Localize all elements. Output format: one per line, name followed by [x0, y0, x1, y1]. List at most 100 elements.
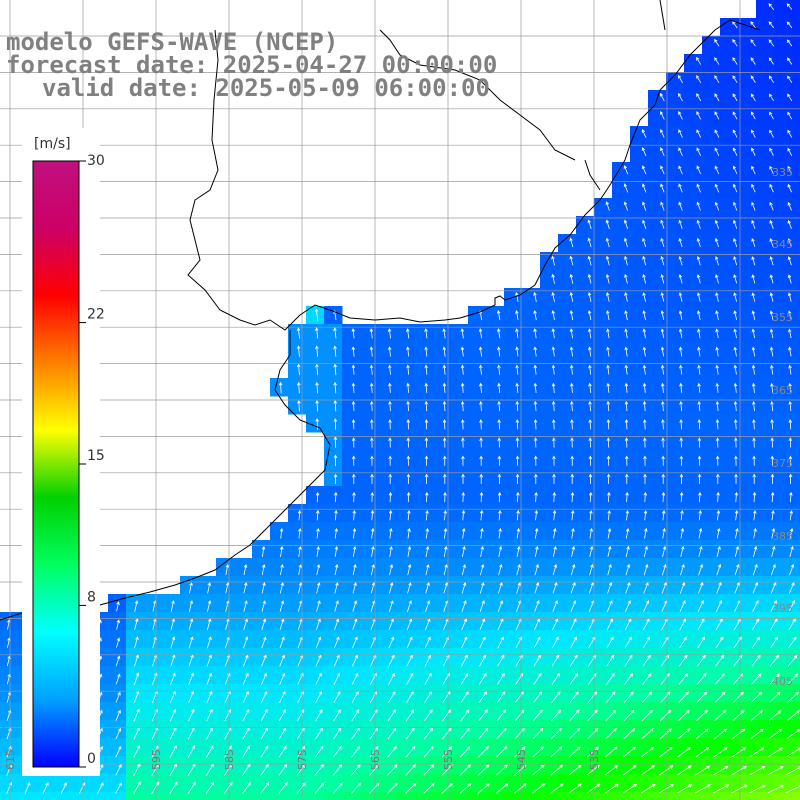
- field-cell: [666, 396, 685, 415]
- wind-arrow: [462, 545, 466, 557]
- wind-arrow: [624, 291, 628, 302]
- field-cell: [558, 414, 577, 433]
- wind-arrow: [241, 781, 251, 795]
- wind-arrow: [533, 654, 541, 667]
- field-cell: [162, 720, 181, 739]
- wind-arrow: [551, 691, 561, 703]
- wind-arrow: [606, 310, 610, 321]
- field-cell: [540, 648, 559, 667]
- wind-arrow: [769, 310, 774, 320]
- wind-arrow: [571, 545, 576, 557]
- field-cell: [702, 576, 721, 595]
- field-cell: [666, 270, 685, 289]
- field-cell: [414, 648, 433, 667]
- field-cell: [558, 468, 577, 487]
- field-cell: [756, 342, 775, 361]
- field-cell: [648, 180, 667, 199]
- field-cell: [612, 396, 631, 415]
- field-cell: [594, 630, 613, 649]
- field-cell: [468, 342, 487, 361]
- wind-arrow: [296, 363, 301, 376]
- field-cell: [684, 558, 703, 577]
- field-cell: [576, 432, 595, 451]
- field-cell: [324, 342, 343, 361]
- field-cell: [792, 126, 800, 145]
- field-cell: [306, 648, 325, 667]
- wind-arrow: [570, 618, 577, 631]
- field-cell: [414, 504, 433, 523]
- wind-arrow: [643, 618, 650, 631]
- field-cell: [450, 522, 469, 541]
- wind-arrow: [623, 691, 634, 703]
- wind-arrow: [769, 147, 774, 156]
- wind-arrow: [752, 600, 759, 612]
- wind-arrow: [442, 437, 447, 448]
- field-cell: [756, 702, 775, 721]
- field-cell: [720, 594, 739, 613]
- wind-arrow: [316, 563, 321, 576]
- wind-arrow: [696, 147, 701, 156]
- wind-arrow: [659, 709, 672, 722]
- field-cell: [774, 756, 793, 775]
- field-cell: [702, 684, 721, 703]
- wind-arrow: [296, 727, 305, 740]
- field-cell: [630, 630, 649, 649]
- wind-arrow: [278, 745, 287, 758]
- field-cell: [558, 306, 577, 325]
- field-cell: [198, 666, 217, 685]
- wind-arrow: [643, 509, 648, 521]
- wind-arrow: [787, 238, 792, 248]
- field-cell: [540, 270, 559, 289]
- wind-arrow: [188, 654, 194, 667]
- wind-arrow: [570, 437, 574, 448]
- wind-arrow: [622, 765, 637, 776]
- field-cell: [558, 684, 577, 703]
- field-cell: [450, 774, 469, 793]
- wind-arrow: [697, 419, 702, 430]
- wind-arrow: [515, 455, 520, 466]
- field-cell: [612, 684, 631, 703]
- field-cell: [72, 774, 91, 793]
- wind-arrow: [787, 673, 799, 685]
- wind-arrow: [733, 364, 738, 375]
- field-cell: [648, 198, 667, 217]
- field-cell: [630, 540, 649, 559]
- field-cell: [684, 378, 703, 397]
- wind-arrow: [678, 654, 688, 667]
- field-cell: [414, 720, 433, 739]
- field-cell: [90, 792, 109, 800]
- field-cell: [774, 54, 793, 73]
- lat-label: 395: [772, 602, 793, 615]
- wind-arrow: [696, 691, 708, 703]
- wind-arrow: [770, 419, 774, 430]
- field-cell: [756, 576, 775, 595]
- field-cell: [576, 234, 595, 253]
- wind-arrow: [170, 618, 175, 631]
- wind-arrow: [660, 364, 665, 375]
- field-cell: [630, 432, 649, 451]
- wind-arrow: [589, 527, 593, 539]
- wind-arrow: [534, 600, 540, 612]
- wind-arrow: [624, 672, 634, 685]
- field-cell: [396, 486, 415, 505]
- field-cell: [234, 684, 253, 703]
- wind-arrow: [679, 382, 683, 393]
- field-cell: [504, 648, 523, 667]
- wind-arrow: [569, 672, 579, 685]
- field-cell: [648, 702, 667, 721]
- wind-arrow: [606, 473, 611, 484]
- field-cell: [738, 504, 757, 523]
- wind-arrow: [624, 437, 629, 448]
- field-cell: [522, 720, 541, 739]
- field-cell: [666, 774, 685, 793]
- wind-arrow: [642, 255, 647, 266]
- wind-arrow: [314, 763, 324, 776]
- field-cell: [306, 378, 325, 397]
- field-cell: [792, 198, 800, 217]
- wind-arrow: [424, 690, 433, 703]
- field-cell: [630, 126, 649, 145]
- wind-arrow: [604, 765, 619, 776]
- wind-arrow: [698, 527, 703, 539]
- field-cell: [630, 162, 649, 181]
- wind-arrow: [623, 709, 635, 722]
